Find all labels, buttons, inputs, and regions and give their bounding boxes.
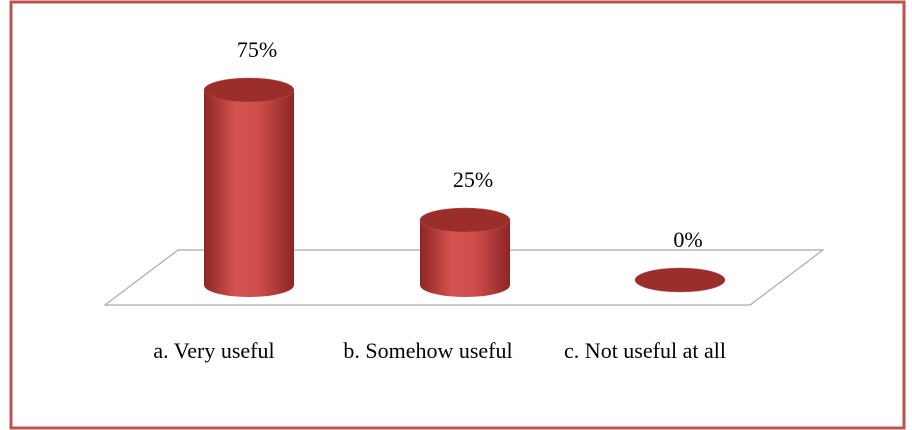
value-label: 0% xyxy=(673,227,702,252)
value-label: 25% xyxy=(453,167,493,192)
cylinder-body xyxy=(420,220,510,297)
cylinder-top xyxy=(419,207,511,233)
category-label: b. Somehow useful xyxy=(343,338,513,363)
cylinder-top xyxy=(203,77,295,103)
cylinder-top xyxy=(634,267,726,293)
category-label: c. Not useful at all xyxy=(564,338,726,363)
value-label: 75% xyxy=(237,37,277,62)
frame xyxy=(9,0,906,430)
cylinder-body xyxy=(204,90,294,297)
category-label: a. Very useful xyxy=(153,338,275,363)
